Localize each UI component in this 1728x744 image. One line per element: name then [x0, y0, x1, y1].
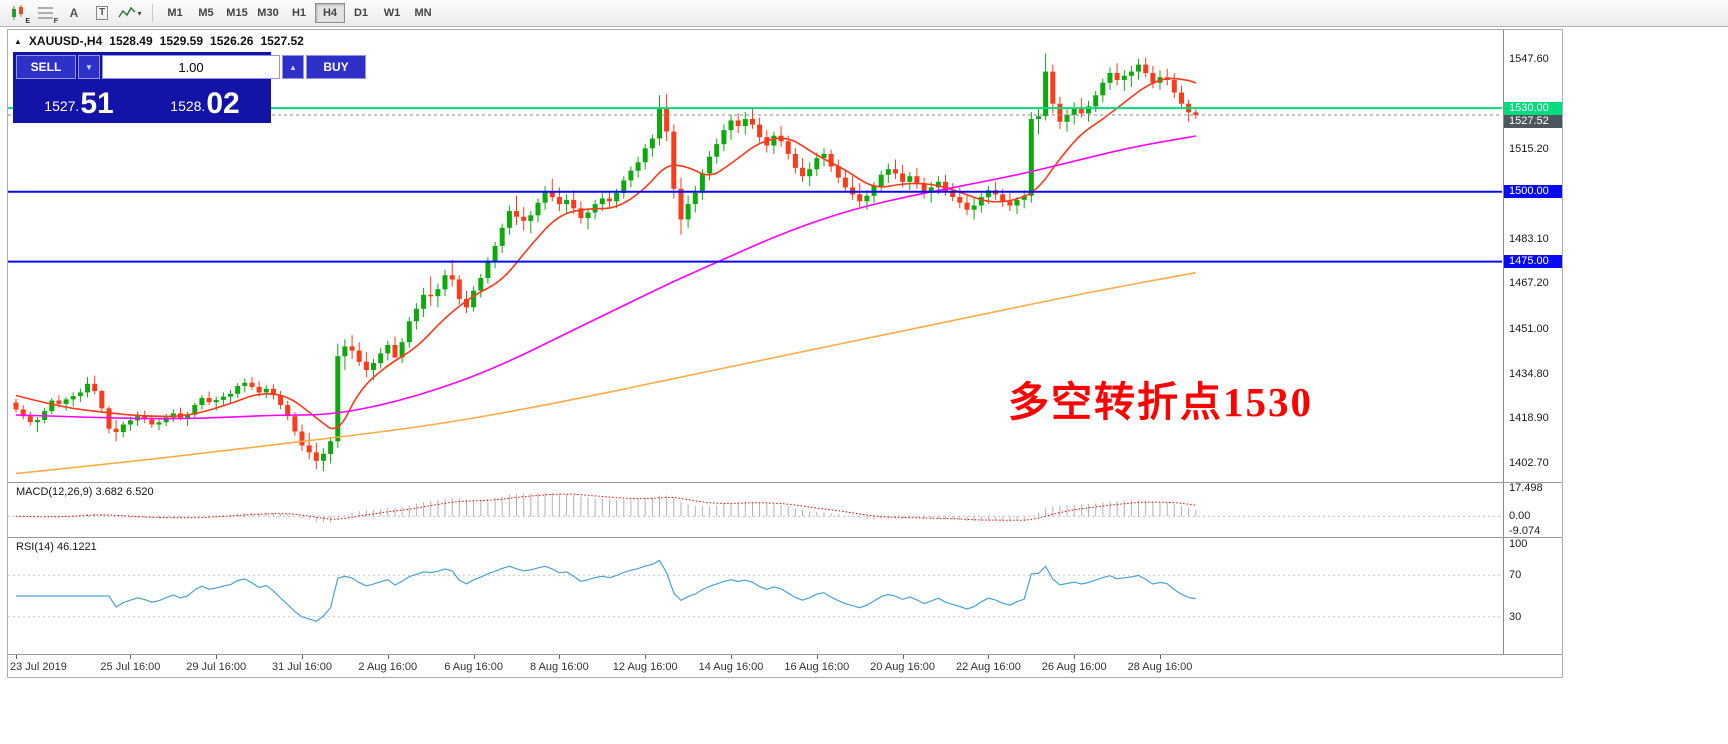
- ohlc-close: 1527.52: [260, 34, 304, 48]
- template-tool-icon[interactable]: T: [89, 2, 115, 24]
- macd-canvas[interactable]: [8, 483, 1502, 537]
- sell-price[interactable]: 1527. 51: [16, 81, 142, 120]
- timeframe-m1[interactable]: M1: [167, 7, 183, 19]
- volume-decrease-button[interactable]: ▼: [78, 55, 100, 79]
- buy-price-big: 02: [206, 87, 240, 120]
- price-tick: 1483.10: [1509, 232, 1549, 245]
- time-label: 23 Jul 2019: [10, 661, 67, 673]
- buy-price-small: 1528.: [170, 98, 206, 114]
- macd-axis: 17.498 0.00 -9.074: [1503, 483, 1562, 537]
- ohlc-open: 1528.49: [109, 34, 153, 48]
- time-label: 8 Aug 16:00: [530, 661, 589, 673]
- time-label: 16 Aug 16:00: [784, 661, 850, 673]
- time-label: 12 Aug 16:00: [612, 661, 678, 673]
- text-annotation-tool-icon[interactable]: A: [69, 6, 79, 20]
- rsi-label: RSI(14) 46.1221: [16, 541, 97, 553]
- rsi-tick: 100: [1509, 538, 1528, 550]
- time-tick: [645, 655, 647, 659]
- price-tag: 1530.00: [1504, 101, 1562, 115]
- timeframe-group: M1 M5 M15 M30 H1 H4 D1 W1 MN: [160, 3, 439, 23]
- timeframe-h4[interactable]: H4: [315, 3, 345, 23]
- timeframe-w1[interactable]: W1: [383, 7, 401, 19]
- sell-button[interactable]: SELL: [16, 55, 76, 79]
- price-tick: 1434.80: [1509, 367, 1549, 380]
- time-label: 25 Jul 16:00: [100, 661, 161, 673]
- volume-input[interactable]: [102, 55, 280, 79]
- timeframe-m5[interactable]: M5: [198, 7, 214, 19]
- time-label: 6 Aug 16:00: [444, 661, 503, 673]
- time-label: 28 Aug 16:00: [1127, 661, 1193, 673]
- sell-price-small: 1527.: [44, 98, 80, 114]
- time-tick: [559, 655, 561, 659]
- time-tick: [816, 655, 818, 659]
- bar-chart-tool-icon[interactable]: E: [5, 2, 31, 25]
- macd-panel: 17.498 0.00 -9.074 MACD(12,26,9) 3.682 6.5…: [8, 482, 1562, 537]
- time-label: 14 Aug 16:00: [698, 661, 764, 673]
- timeframe-d1[interactable]: D1: [353, 7, 369, 19]
- time-axis: 23 Jul 2019 25 Jul 16:00 29 Jul 16:00 31 Ju…: [8, 654, 1562, 677]
- price-tick: 1451.00: [1509, 322, 1549, 335]
- ohlc-low: 1526.26: [210, 34, 254, 48]
- macd-tick: 17.498: [1509, 482, 1543, 494]
- chart-window: 1547.60 1515.20 1483.10 1467.20 1451.00 1434.…: [7, 29, 1563, 678]
- time-tick: [216, 655, 218, 659]
- toolbar: E F A T ▾ M1 M5 M15 M30 H1 H4 D1 W1 MN: [0, 0, 1728, 27]
- price-tag: 1527.52: [1504, 114, 1562, 128]
- time-tick: [130, 655, 132, 659]
- one-click-trading-panel: SELL ▼ ▲ BUY 1527.51 1528.02: [13, 52, 366, 123]
- time-label: 26 Aug 16:00: [1041, 661, 1107, 673]
- sell-price-big: 51: [80, 87, 114, 120]
- time-label: 22 Aug 16:00: [955, 661, 1021, 673]
- price-tick: 1547.60: [1509, 53, 1549, 66]
- symbol-period-label: XAUUSD-,H4: [28, 34, 103, 48]
- macd-label: MACD(12,26,9) 3.682 6.520: [16, 486, 154, 498]
- price-tag: 1500.00: [1504, 185, 1562, 199]
- chart-title: ▲ XAUUSD-,H4 1528.49 1529.59 1526.26 152…: [14, 34, 304, 48]
- rsi-axis: 100 70 30: [1503, 538, 1562, 654]
- line-studies-tool-icon[interactable]: F: [38, 7, 58, 25]
- price-axis: 1547.60 1515.20 1483.10 1467.20 1451.00 1434.…: [1503, 30, 1562, 482]
- macd-tick: 0.00: [1509, 510, 1531, 523]
- time-tick: [731, 655, 732, 659]
- buy-button[interactable]: BUY: [306, 55, 366, 79]
- timeframe-m15[interactable]: M15: [226, 7, 248, 19]
- price-tick: 1467.20: [1509, 277, 1549, 290]
- toolbar-separator: [152, 4, 153, 22]
- time-tick: [902, 655, 904, 659]
- rsi-panel: 100 70 30 RSI(14) 46.1221: [8, 537, 1562, 654]
- rsi-tick: 70: [1509, 569, 1522, 582]
- volume-increase-button[interactable]: ▲: [282, 55, 304, 79]
- price-tick: 1515.20: [1509, 143, 1549, 156]
- time-tick: [16, 655, 17, 659]
- price-tick: 1418.90: [1509, 412, 1549, 425]
- timeframe-h1[interactable]: H1: [291, 7, 307, 19]
- ohlc-high: 1529.59: [159, 34, 204, 48]
- time-tick: [1074, 655, 1076, 659]
- time-tick: [302, 655, 303, 659]
- time-label: 31 Jul 16:00: [272, 661, 332, 673]
- time-tick: [1160, 655, 1161, 659]
- time-label: 20 Aug 16:00: [870, 661, 936, 673]
- rsi-canvas[interactable]: [8, 538, 1502, 654]
- main-chart-panel: 1547.60 1515.20 1483.10 1467.20 1451.00 1434.…: [8, 30, 1562, 482]
- time-tick: [387, 655, 389, 659]
- buy-price[interactable]: 1528. 02: [142, 81, 268, 120]
- time-tick: [473, 655, 475, 659]
- macd-tick: -9.074: [1509, 525, 1541, 537]
- timeframe-m30[interactable]: M30: [257, 7, 279, 19]
- rsi-tick: 30: [1509, 610, 1522, 623]
- timeframe-mn[interactable]: MN: [414, 7, 432, 19]
- price-tag: 1475.00: [1504, 255, 1562, 269]
- time-label: 29 Jul 16:00: [186, 661, 247, 673]
- chart-annotation-text: 多空转折点1530: [1008, 379, 1313, 425]
- time-label: 2 Aug 16:00: [358, 661, 418, 673]
- price-tick: 1402.70: [1509, 457, 1549, 470]
- time-tick: [988, 655, 990, 659]
- trade-panel-collapse-button[interactable]: ▲: [14, 36, 22, 46]
- tool-icon-group: E F A T ▾: [5, 2, 145, 25]
- indicators-dropdown-icon[interactable]: ▾: [117, 2, 143, 24]
